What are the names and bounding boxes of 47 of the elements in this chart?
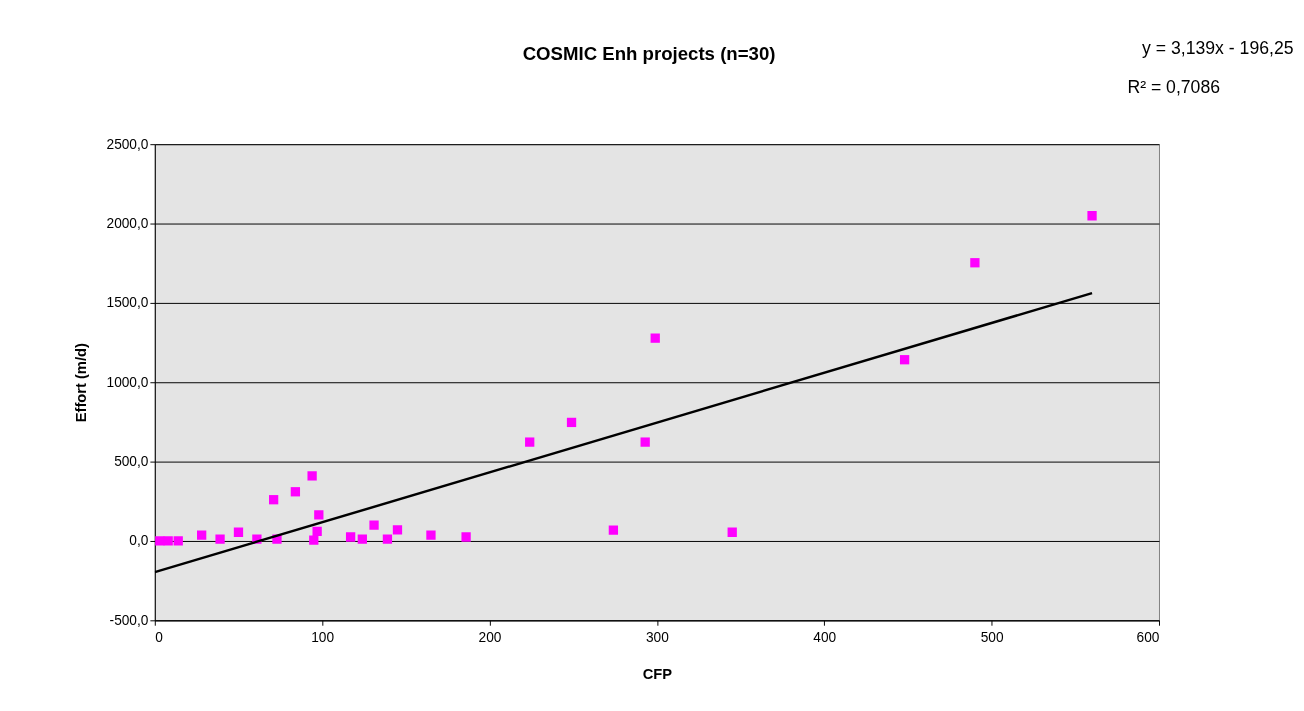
point: [312, 526, 322, 537]
point: [650, 333, 660, 343]
x-tick-label: 100: [311, 630, 335, 646]
point: [1087, 211, 1097, 221]
point: [155, 536, 165, 546]
point: [392, 525, 403, 535]
y-tick-label: 1500,0: [106, 295, 149, 311]
x-tick-label: 300: [645, 630, 670, 646]
point: [197, 530, 207, 540]
point: [268, 495, 279, 505]
point: [369, 520, 379, 530]
y-axis-title: Effort (m/d): [72, 343, 89, 423]
text: y = 3,139x - 196,25: [1142, 38, 1294, 59]
point: [345, 532, 356, 542]
y-tick-label: 1000,0: [106, 374, 149, 390]
y-tick-label: 2000,0: [106, 215, 149, 231]
point: [525, 437, 535, 447]
x-tick-label: 500: [980, 630, 1004, 646]
y-tick-label: 0,0: [129, 533, 149, 549]
y-tick-label: 2500,0: [106, 136, 149, 152]
x-tick-label: 0: [155, 630, 164, 646]
x-tick-label: 400: [813, 630, 837, 646]
x-tick-label: 600: [1136, 630, 1160, 646]
point: [608, 525, 619, 535]
chart-title: COSMIC Enh projects (n=30): [522, 42, 776, 64]
point: [173, 536, 183, 546]
y-tick-label: 500,0: [114, 454, 149, 470]
point: [426, 530, 436, 540]
point: [314, 510, 324, 520]
point: [640, 437, 650, 447]
point: [233, 527, 244, 537]
point: [163, 536, 173, 546]
point: [215, 534, 225, 544]
point: [307, 471, 317, 481]
point: [290, 487, 301, 497]
point: [309, 535, 319, 545]
y-tick-label: -500,0: [109, 612, 149, 628]
point: [727, 527, 737, 537]
point: [461, 532, 471, 542]
point: [357, 534, 367, 544]
text: R² = 0,7086: [1127, 77, 1221, 98]
point: [382, 534, 393, 544]
x-axis-title: CFP: [642, 665, 673, 682]
x-tick-label: 200: [478, 630, 502, 646]
point: [970, 258, 980, 268]
point: [566, 417, 577, 428]
point: [899, 355, 910, 365]
